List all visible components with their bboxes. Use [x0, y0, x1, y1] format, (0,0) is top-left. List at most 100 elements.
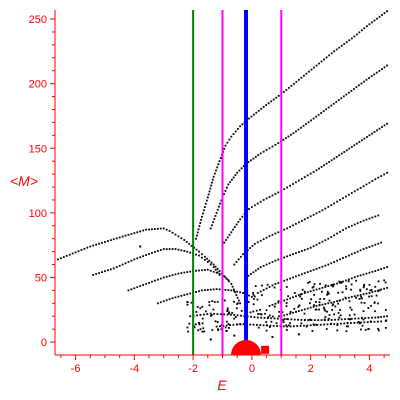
data-point: [315, 115, 318, 118]
data-point: [300, 177, 303, 180]
data-point: [174, 233, 177, 236]
data-point: [380, 241, 383, 244]
data-point: [283, 279, 286, 282]
data-point: [228, 280, 230, 283]
data-point: [327, 317, 330, 320]
data-point: [139, 285, 142, 287]
data-point: [322, 110, 325, 113]
data-point: [186, 250, 189, 253]
data-point: [347, 296, 350, 299]
data-point: [198, 250, 200, 253]
data-point: [371, 21, 373, 24]
data-point: [251, 245, 254, 247]
data-point: [277, 317, 279, 320]
data-point: [353, 313, 356, 316]
data-point: [199, 307, 202, 310]
data-point: [151, 252, 153, 254]
data-point: [315, 64, 318, 67]
data-point: [333, 301, 336, 303]
data-point: [261, 294, 263, 297]
data-point: [330, 301, 333, 304]
data-point: [381, 126, 383, 128]
data-point: [326, 292, 329, 295]
data-point: [193, 326, 196, 329]
x-tick-label: -4: [129, 363, 139, 375]
data-point: [353, 295, 356, 298]
data-point: [202, 327, 205, 330]
data-point: [376, 17, 378, 20]
data-point: [235, 223, 238, 226]
data-point: [218, 288, 221, 291]
data-point: [257, 313, 259, 315]
data-point: [274, 259, 277, 262]
data-point: [295, 80, 298, 83]
data-point: [282, 91, 285, 93]
data-point: [377, 327, 379, 330]
data-point: [332, 285, 334, 287]
data-point: [253, 242, 256, 245]
data-point: [328, 161, 331, 163]
data-point: [320, 319, 323, 322]
data-point: [364, 317, 367, 319]
data-point: [375, 71, 378, 74]
data-point: [368, 245, 371, 248]
data-point: [159, 277, 162, 280]
ticks: -6 -4 -2 0 2 4 0 50 100 150 200 250: [29, 14, 385, 375]
data-point: [233, 290, 236, 292]
data-point: [252, 271, 255, 274]
data-point: [310, 298, 313, 301]
data-point: [362, 286, 365, 289]
data-point: [360, 328, 362, 331]
data-point: [306, 247, 309, 250]
x-tick-label: -2: [188, 363, 198, 375]
data-point: [360, 321, 362, 324]
data-point: [249, 247, 252, 249]
data-point: [210, 261, 213, 264]
data-point: [307, 319, 310, 322]
data-point: [285, 286, 288, 288]
data-point: [256, 292, 259, 294]
data-point: [373, 131, 376, 133]
data-point: [267, 102, 270, 105]
data-point: [368, 134, 371, 137]
data-point: [218, 273, 221, 276]
data-point: [330, 262, 333, 265]
data-point: [297, 306, 300, 308]
data-point: [65, 254, 68, 257]
data-point: [300, 322, 303, 325]
data-point: [321, 286, 324, 289]
data-point: [259, 152, 262, 155]
data-point: [309, 324, 312, 327]
data-point: [330, 204, 333, 207]
data-point: [180, 237, 183, 240]
data-point: [354, 317, 357, 320]
data-point: [216, 321, 219, 324]
data-point: [229, 324, 231, 326]
data-point: [330, 236, 333, 238]
data-point: [286, 278, 289, 281]
data-point: [101, 271, 103, 274]
data-point: [236, 171, 239, 174]
data-point: [272, 324, 275, 327]
data-point: [213, 172, 216, 175]
data-point: [337, 318, 340, 321]
data-point: [303, 290, 306, 293]
red-markers: [231, 340, 270, 355]
data-point: [345, 41, 348, 44]
data-point: [323, 318, 326, 321]
data-point: [353, 276, 356, 279]
data-point: [342, 229, 344, 231]
data-point: [309, 306, 312, 309]
data-point: [159, 249, 162, 251]
data-point: [62, 256, 65, 258]
data-point: [106, 269, 109, 272]
data-point: [211, 300, 214, 302]
data-point: [237, 221, 240, 223]
data-point: [239, 255, 242, 258]
data-point: [297, 318, 299, 321]
data-point: [249, 311, 252, 314]
data-point: [343, 151, 346, 153]
data-point: [252, 310, 255, 313]
data-point: [271, 284, 274, 287]
